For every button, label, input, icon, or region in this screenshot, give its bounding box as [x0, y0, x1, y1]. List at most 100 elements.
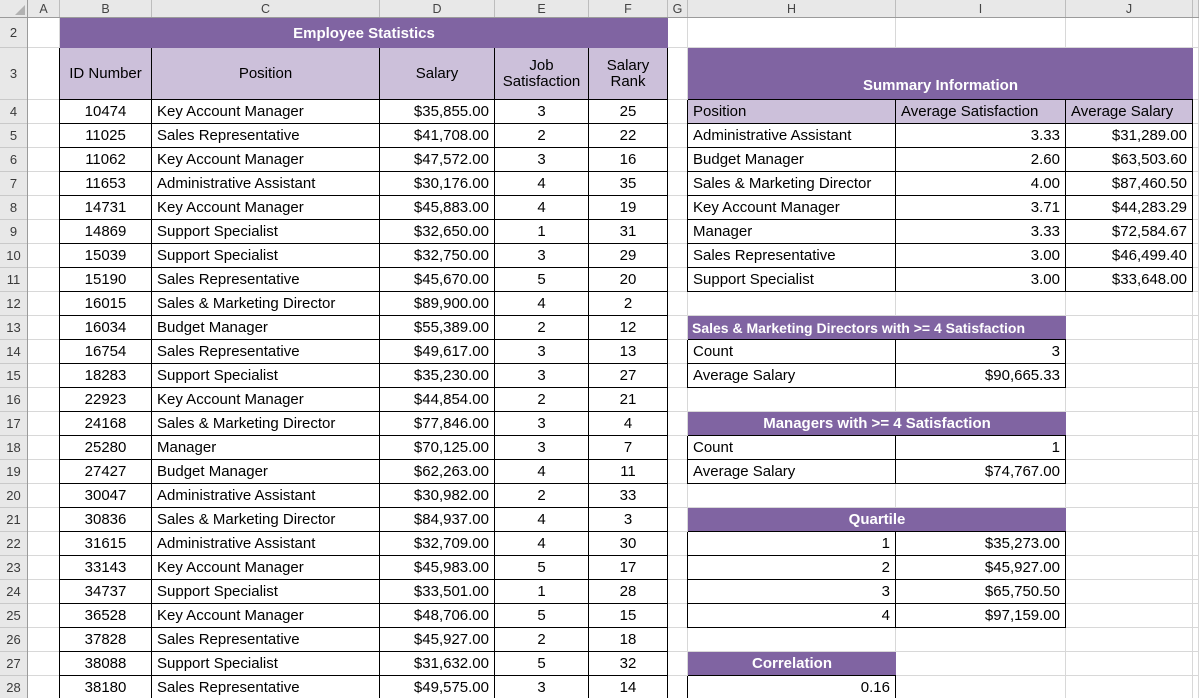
- cell-J27[interactable]: [1066, 652, 1193, 676]
- cell-I12[interactable]: [896, 292, 1066, 316]
- cell-A18[interactable]: [28, 436, 60, 460]
- cell-E14[interactable]: 3: [495, 340, 589, 364]
- cell-J16[interactable]: [1066, 388, 1193, 412]
- cell-K18[interactable]: [1193, 436, 1199, 460]
- cell-H11[interactable]: Support Specialist: [688, 268, 896, 292]
- cell-F24[interactable]: 28: [589, 580, 668, 604]
- cell-H14[interactable]: Count: [688, 340, 896, 364]
- cell-C14[interactable]: Sales Representative: [152, 340, 380, 364]
- cell-B5[interactable]: 11025: [60, 124, 152, 148]
- cell-K12[interactable]: [1193, 292, 1199, 316]
- cell-J17[interactable]: [1066, 412, 1193, 436]
- cell-E7[interactable]: 4: [495, 172, 589, 196]
- cell-D17[interactable]: $77,846.00: [380, 412, 495, 436]
- cell-J26[interactable]: [1066, 628, 1193, 652]
- cell-B9[interactable]: 14869: [60, 220, 152, 244]
- cell-I16[interactable]: [896, 388, 1066, 412]
- cell-C12[interactable]: Sales & Marketing Director: [152, 292, 380, 316]
- cell-C27[interactable]: Support Specialist: [152, 652, 380, 676]
- row-header-28[interactable]: 28: [0, 676, 27, 698]
- cell-I20[interactable]: [896, 484, 1066, 508]
- cell-B6[interactable]: 11062: [60, 148, 152, 172]
- cell-K6[interactable]: [1193, 148, 1199, 172]
- cell-K14[interactable]: [1193, 340, 1199, 364]
- cell-D9[interactable]: $32,650.00: [380, 220, 495, 244]
- cell-H5[interactable]: Administrative Assistant: [688, 124, 896, 148]
- cell-D26[interactable]: $45,927.00: [380, 628, 495, 652]
- cell-C7[interactable]: Administrative Assistant: [152, 172, 380, 196]
- cell-A13[interactable]: [28, 316, 60, 340]
- row-header-5[interactable]: 5: [0, 124, 27, 148]
- row-header-19[interactable]: 19: [0, 460, 27, 484]
- cell-C6[interactable]: Key Account Manager: [152, 148, 380, 172]
- cell-G15[interactable]: [668, 364, 688, 388]
- cell-I24[interactable]: $65,750.50: [896, 580, 1066, 604]
- column-header-F[interactable]: F: [589, 0, 668, 17]
- cell-E11[interactable]: 5: [495, 268, 589, 292]
- cell-I4-header[interactable]: Average Satisfaction: [896, 100, 1066, 124]
- cell-E19[interactable]: 4: [495, 460, 589, 484]
- cell-J11[interactable]: $33,648.00: [1066, 268, 1193, 292]
- cell-J28[interactable]: [1066, 676, 1193, 698]
- cell-C13[interactable]: Budget Manager: [152, 316, 380, 340]
- cell-J2[interactable]: [1066, 18, 1193, 48]
- cell-K25[interactable]: [1193, 604, 1199, 628]
- cell-K13[interactable]: [1193, 316, 1199, 340]
- merged-cell-quartile-section-title[interactable]: Quartile: [688, 508, 1066, 532]
- cell-G27[interactable]: [668, 652, 688, 676]
- cell-B11[interactable]: 15190: [60, 268, 152, 292]
- cell-J4-header[interactable]: Average Salary: [1066, 100, 1193, 124]
- cell-C8[interactable]: Key Account Manager: [152, 196, 380, 220]
- cell-I14[interactable]: 3: [896, 340, 1066, 364]
- cell-E3-header[interactable]: Job Satisfaction: [495, 48, 589, 100]
- cell-C17[interactable]: Sales & Marketing Director: [152, 412, 380, 436]
- cell-G28[interactable]: [668, 676, 688, 698]
- cell-D27[interactable]: $31,632.00: [380, 652, 495, 676]
- cell-J20[interactable]: [1066, 484, 1193, 508]
- column-header-I[interactable]: I: [896, 0, 1066, 17]
- cell-D6[interactable]: $47,572.00: [380, 148, 495, 172]
- cell-G6[interactable]: [668, 148, 688, 172]
- cell-E18[interactable]: 3: [495, 436, 589, 460]
- cell-B23[interactable]: 33143: [60, 556, 152, 580]
- cell-G24[interactable]: [668, 580, 688, 604]
- merged-cell-employee-statistics-title[interactable]: Employee Statistics: [60, 18, 668, 48]
- cell-A7[interactable]: [28, 172, 60, 196]
- cell-J10[interactable]: $46,499.40: [1066, 244, 1193, 268]
- cell-G21[interactable]: [668, 508, 688, 532]
- cell-K21[interactable]: [1193, 508, 1199, 532]
- cell-I5[interactable]: 3.33: [896, 124, 1066, 148]
- cell-J9[interactable]: $72,584.67: [1066, 220, 1193, 244]
- cell-K27[interactable]: [1193, 652, 1199, 676]
- row-header-25[interactable]: 25: [0, 604, 27, 628]
- cell-F23[interactable]: 17: [589, 556, 668, 580]
- cell-E28[interactable]: 3: [495, 676, 589, 698]
- cell-C11[interactable]: Sales Representative: [152, 268, 380, 292]
- cell-H12[interactable]: [688, 292, 896, 316]
- cell-I8[interactable]: 3.71: [896, 196, 1066, 220]
- cell-A2[interactable]: [28, 18, 60, 48]
- cell-I10[interactable]: 3.00: [896, 244, 1066, 268]
- cell-G13[interactable]: [668, 316, 688, 340]
- cell-E25[interactable]: 5: [495, 604, 589, 628]
- cell-D13[interactable]: $55,389.00: [380, 316, 495, 340]
- cell-I28[interactable]: [896, 676, 1066, 698]
- cell-B14[interactable]: 16754: [60, 340, 152, 364]
- cell-J15[interactable]: [1066, 364, 1193, 388]
- merged-cell-correlation-title[interactable]: Correlation: [688, 652, 896, 676]
- cell-A11[interactable]: [28, 268, 60, 292]
- cell-A10[interactable]: [28, 244, 60, 268]
- cell-D8[interactable]: $45,883.00: [380, 196, 495, 220]
- cell-A21[interactable]: [28, 508, 60, 532]
- cell-G2[interactable]: [668, 18, 688, 48]
- cell-K17[interactable]: [1193, 412, 1199, 436]
- cell-K2[interactable]: [1193, 18, 1199, 48]
- cell-A20[interactable]: [28, 484, 60, 508]
- cell-G18[interactable]: [668, 436, 688, 460]
- cell-B15[interactable]: 18283: [60, 364, 152, 388]
- row-header-18[interactable]: 18: [0, 436, 27, 460]
- cell-D24[interactable]: $33,501.00: [380, 580, 495, 604]
- cell-F6[interactable]: 16: [589, 148, 668, 172]
- cell-F3-header[interactable]: Salary Rank: [589, 48, 668, 100]
- row-header-14[interactable]: 14: [0, 340, 27, 364]
